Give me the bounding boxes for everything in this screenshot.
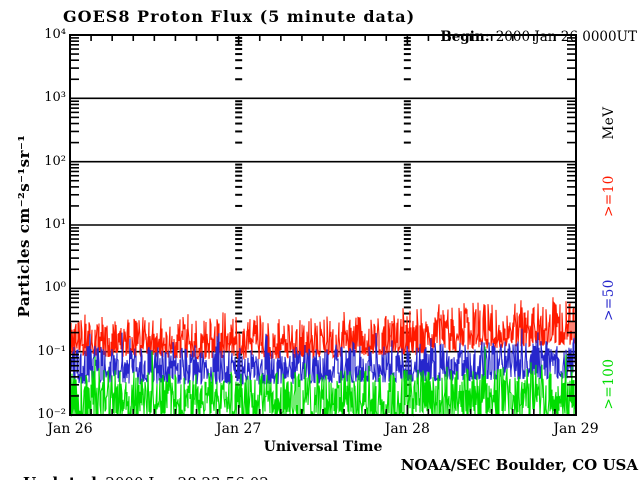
y-tick-label: 10³ xyxy=(44,90,66,106)
x-tick-label: Jan 27 xyxy=(216,421,262,437)
legend-label-10: >=10 xyxy=(601,175,617,217)
legend-label-mev: MeV xyxy=(601,106,617,140)
legend-label-100: >=100 xyxy=(601,358,617,410)
updated-label: Updated xyxy=(23,474,97,480)
credit-text: NOAA/SEC Boulder, CO USA xyxy=(400,456,638,474)
y-tick-label: 10⁰ xyxy=(44,280,66,296)
flux-trace-1 xyxy=(69,328,577,385)
x-tick-label: Jan 26 xyxy=(47,421,93,437)
y-tick-label: 10¹ xyxy=(44,217,66,232)
x-tick-label: Jan 28 xyxy=(384,421,430,437)
flux-trace-0 xyxy=(69,297,577,360)
y-tick-label: 10⁻¹ xyxy=(37,343,66,359)
y-tick-label: 10⁴ xyxy=(44,27,66,42)
legend-label-50: >=50 xyxy=(601,279,617,321)
updated-timestamp: Updated 2000 Jan 28 23:56:02 xyxy=(4,456,269,480)
y-tick-label: 10² xyxy=(44,153,66,169)
x-tick-label: Jan 29 xyxy=(553,421,599,437)
chart-title: GOES8 Proton Flux (5 minute data) xyxy=(63,7,416,26)
x-axis-title: Universal Time xyxy=(263,439,383,455)
begin-label: Begin: xyxy=(440,29,490,45)
updated-value: 2000 Jan 28 23:56:02 xyxy=(105,474,269,480)
y-tick-label: 10⁻² xyxy=(37,407,66,422)
